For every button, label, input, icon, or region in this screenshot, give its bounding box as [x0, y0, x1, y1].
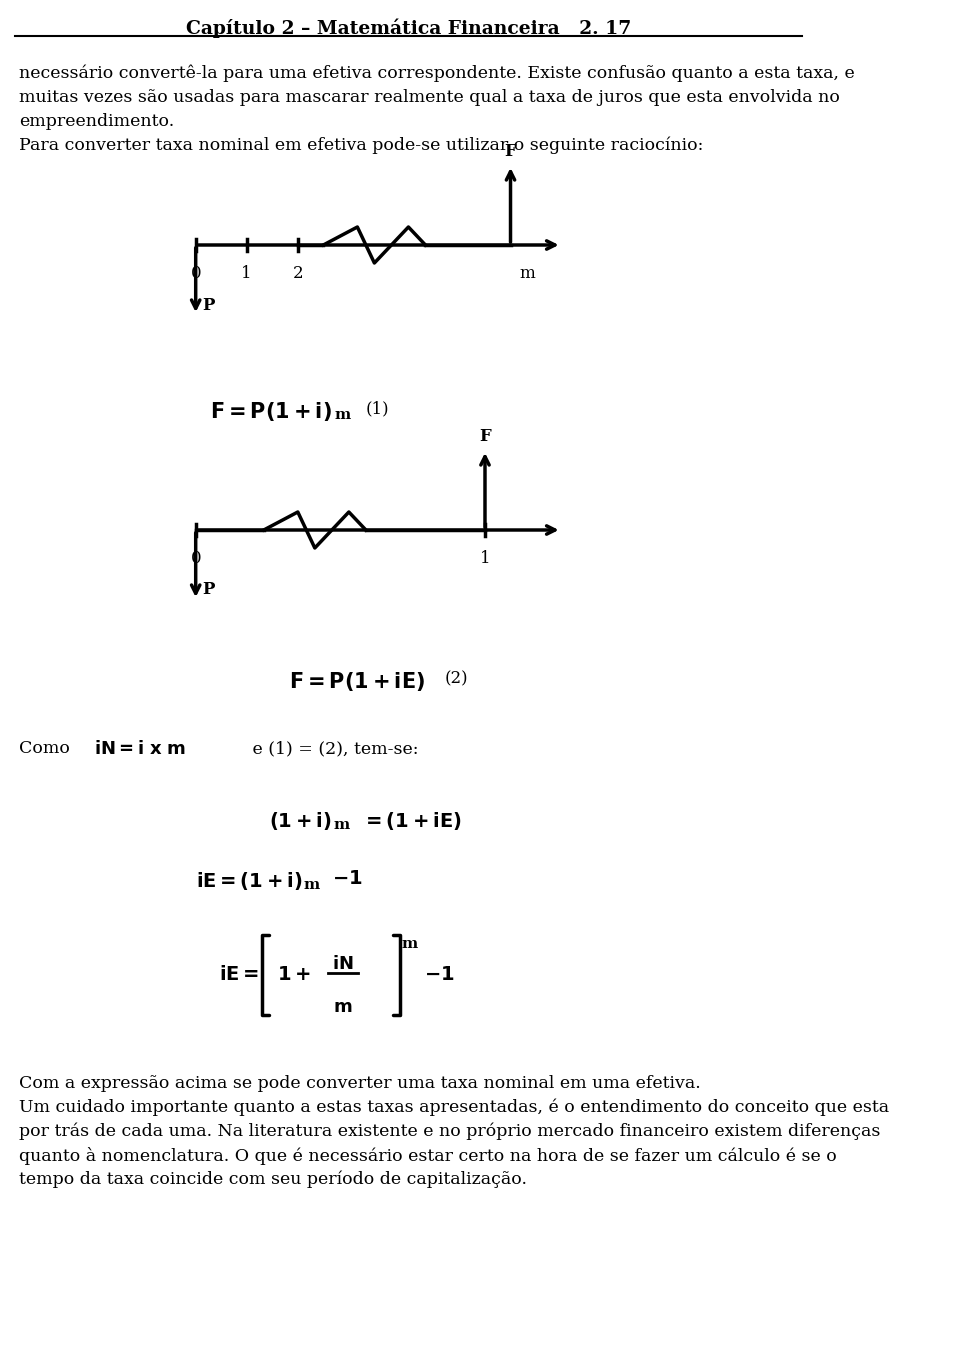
Text: m: m	[334, 409, 350, 422]
Text: m: m	[401, 937, 418, 951]
Text: $\mathbf{- 1}$: $\mathbf{- 1}$	[423, 966, 454, 983]
Text: Para converter taxa nominal em efetiva pode-se utilizar o seguinte raciocínio:: Para converter taxa nominal em efetiva p…	[18, 138, 703, 154]
Text: $\mathbf{- 1}$: $\mathbf{- 1}$	[332, 870, 363, 888]
Text: $\mathbf{(1+i)}$: $\mathbf{(1+i)}$	[270, 810, 332, 832]
Text: tempo da taxa coincide com seu período de capitalização.: tempo da taxa coincide com seu período d…	[18, 1171, 527, 1189]
Text: empreendimento.: empreendimento.	[18, 113, 174, 129]
Text: $\mathbf{iE = (1+i)}$: $\mathbf{iE = (1+i)}$	[196, 870, 302, 892]
Text: (1): (1)	[366, 400, 390, 417]
Text: 2: 2	[293, 266, 303, 282]
Text: por trás de cada uma. Na literatura existente e no próprio mercado financeiro ex: por trás de cada uma. Na literatura exis…	[18, 1124, 880, 1140]
Text: necessário convertê-la para uma efetiva correspondente. Existe confusão quanto a: necessário convertê-la para uma efetiva …	[18, 65, 854, 83]
Text: $\mathbf{iE =}$: $\mathbf{iE =}$	[219, 966, 259, 985]
Text: F: F	[505, 143, 516, 159]
Text: $\mathbf{iN = i\ x\ m}$: $\mathbf{iN = i\ x\ m}$	[93, 740, 186, 759]
Text: m: m	[519, 266, 536, 282]
Text: Um cuidado importante quanto a estas taxas apresentadas, é o entendimento do con: Um cuidado importante quanto a estas tax…	[18, 1099, 889, 1117]
Text: $\mathbf{1 +}$: $\mathbf{1 +}$	[277, 966, 311, 983]
Text: F: F	[479, 428, 491, 445]
Text: m: m	[303, 878, 320, 892]
Text: e (1) = (2), tem-se:: e (1) = (2), tem-se:	[247, 740, 419, 757]
Text: (2): (2)	[444, 670, 468, 686]
Text: $\mathbf{iN}$: $\mathbf{iN}$	[332, 955, 353, 972]
Text: $\mathbf{F=P(1 +iE)}$: $\mathbf{F=P(1 +iE)}$	[289, 670, 425, 693]
Text: 0: 0	[190, 550, 201, 567]
Text: quanto à nomenclatura. O que é necessário estar certo na hora de se fazer um cál: quanto à nomenclatura. O que é necessári…	[18, 1147, 836, 1165]
Text: P: P	[203, 297, 215, 313]
Text: Com a expressão acima se pode converter uma taxa nominal em uma efetiva.: Com a expressão acima se pode converter …	[18, 1075, 701, 1092]
Text: muitas vezes são usadas para mascarar realmente qual a taxa de juros que esta en: muitas vezes são usadas para mascarar re…	[18, 89, 840, 106]
Text: $\mathbf{= (1 + iE)}$: $\mathbf{= (1 + iE)}$	[362, 810, 461, 832]
Text: m: m	[333, 819, 349, 832]
Text: 1: 1	[480, 550, 491, 567]
Text: P: P	[203, 582, 215, 598]
Text: Capítulo 2 – Matemática Financeira   2. 17: Capítulo 2 – Matemática Financeira 2. 17	[186, 18, 631, 38]
Text: 0: 0	[190, 266, 201, 282]
Text: 1: 1	[241, 266, 252, 282]
Text: $\mathbf{m}$: $\mathbf{m}$	[333, 998, 352, 1016]
Text: $\mathbf{F=P(1 + i)}$: $\mathbf{F=P(1 + i)}$	[210, 400, 332, 424]
Text: Como: Como	[18, 740, 69, 757]
